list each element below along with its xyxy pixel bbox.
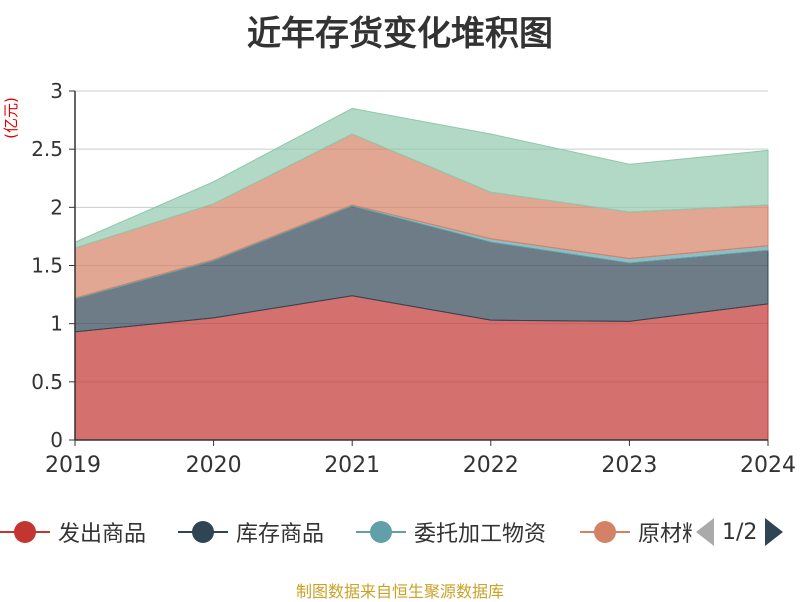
legend-item-inventory-goods[interactable]: 库存商品: [178, 510, 324, 554]
y-tick-label: 2: [50, 195, 63, 219]
legend-marker-icon: [580, 510, 630, 554]
axes: 0 0.5 1 1.5 2 2.5 3 2019 2020 2021 2022 2023 2024: [31, 79, 796, 478]
legend: 发出商品 库存商品 委托加工物资 原材料: [0, 510, 800, 560]
legend-item-shipped-goods[interactable]: 发出商品: [0, 510, 146, 554]
stacked-area-chart: 0 0.5 1 1.5 2 2.5 3 2019 2020 2021 2022 2023 2024 (亿…: [2, 79, 796, 478]
pager-next-icon[interactable]: [765, 518, 784, 546]
legend-label: 发出商品: [58, 522, 147, 547]
y-tick-label: 1.5: [31, 254, 63, 278]
pager-prev-icon[interactable]: [696, 518, 714, 546]
x-tick-label: 2024: [740, 453, 796, 478]
y-axis-label: (亿元): [2, 97, 20, 139]
x-tick-label: 2022: [463, 453, 519, 478]
x-tick-label: 2020: [186, 453, 242, 478]
pager-text: 1/2: [722, 519, 758, 545]
y-tick-label: 0.5: [31, 370, 63, 394]
legend-item-raw-materials[interactable]: 原材料: [580, 510, 704, 554]
legend-item-processing-materials[interactable]: 委托加工物资: [356, 510, 546, 554]
legend-marker-icon: [356, 510, 406, 554]
legend-marker-icon: [178, 510, 228, 554]
chart-title: 近年存货变化堆积图: [247, 14, 553, 54]
legend-pager: 1/2: [692, 510, 800, 554]
y-tick-label: 2.5: [31, 137, 63, 161]
source-note: 制图数据来自恒生聚源数据库: [295, 582, 504, 601]
x-tick-label: 2019: [45, 453, 101, 478]
area-series-4[interactable]: [74, 107, 769, 249]
y-tick-label: 0: [50, 428, 63, 452]
legend-label: 委托加工物资: [414, 522, 547, 547]
x-tick-label: 2023: [601, 453, 657, 478]
legend-marker-icon: [0, 510, 50, 554]
legend-label: 库存商品: [236, 522, 325, 547]
x-tick-label: 2021: [324, 453, 380, 478]
y-tick-label: 1: [50, 312, 63, 336]
area-series: [74, 107, 769, 441]
y-tick-label: 3: [50, 79, 63, 103]
